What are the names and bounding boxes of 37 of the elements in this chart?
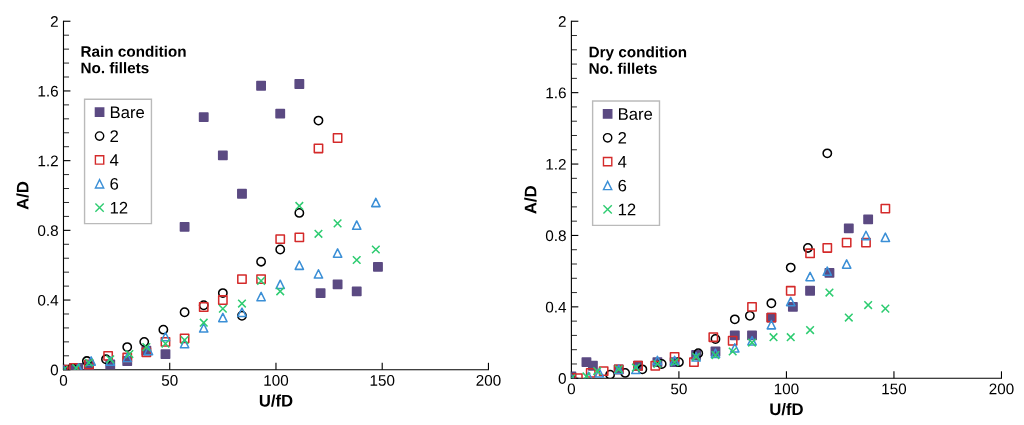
legend-label: 4 [618,156,627,168]
x-tick-label: 0 [59,375,68,386]
legend-title: Rain condition No. fillets [81,45,186,74]
legend-label: 12 [110,201,128,214]
legend-label: 12 [618,203,636,216]
legend-label: 6 [618,179,627,192]
y-axis-title: A/D [524,186,537,214]
x-tick-label: 100 [264,375,289,386]
x-tick-label: 200 [476,375,501,386]
x-tick-label: 50 [671,383,687,395]
y-tick-label: 1.6 [546,87,566,99]
x-tick-label: 150 [882,383,907,395]
y-tick-label: 2 [50,16,58,27]
legend-title: Dry condition No. fillets [589,46,687,74]
y-tick-label: 1.6 [38,85,58,97]
y-axis-title: A/D [16,181,29,210]
x-tick-label: 100 [774,383,799,395]
y-tick-label: 2 [558,16,566,27]
x-tick-label: 200 [989,383,1014,395]
legend-label: 2 [110,130,118,142]
legend-label: 4 [109,154,119,166]
y-tick-label: 0.4 [545,301,567,313]
x-axis-title: U/fD [770,402,803,416]
legend-label: Bare [110,106,145,119]
x-tick-label: 50 [161,375,178,386]
y-tick-label: 0.8 [37,225,58,237]
x-tick-label: 150 [370,375,395,386]
y-tick-label: 0.8 [545,230,566,242]
y-tick-label: 1.2 [546,158,566,170]
legend-label: 6 [110,178,119,190]
x-axis-title: U/fD [259,394,293,407]
legend-label: 2 [618,131,627,144]
y-tick-label: 1.2 [38,155,58,167]
legend-label: Bare [618,108,653,120]
x-tick-label: 0 [567,383,576,395]
y-tick-label: 0 [50,364,59,376]
y-tick-label: 0.4 [37,294,59,306]
